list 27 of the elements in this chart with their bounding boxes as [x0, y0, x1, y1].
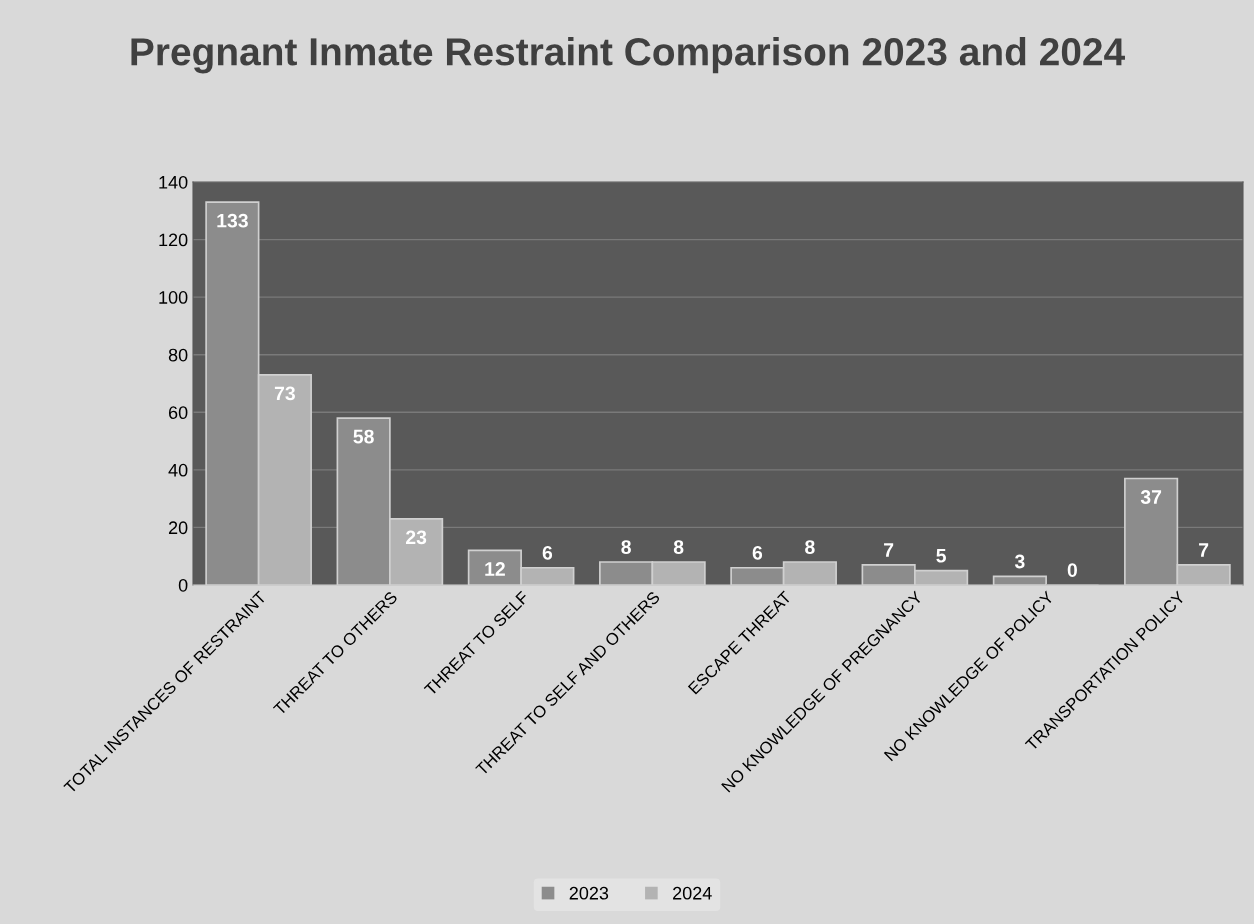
- data-label: 133: [217, 213, 248, 228]
- chart-title: Pregnant Inmate Restraint Comparison 2023 and 2024: [131, 36, 1125, 74]
- y-tick-label: 40: [168, 463, 188, 477]
- data-label: 8: [805, 540, 815, 554]
- data-label: 6: [542, 545, 553, 560]
- data-label: 5: [936, 549, 946, 563]
- y-tick-label: 0: [178, 578, 188, 592]
- y-tick-label: 60: [168, 406, 188, 420]
- data-label: 7: [884, 543, 894, 557]
- y-tick-label: 140: [159, 175, 188, 189]
- data-label: 3: [1014, 554, 1025, 569]
- data-label: 7: [1199, 543, 1209, 557]
- y-tick-label: 100: [159, 291, 188, 304]
- data-label: 0: [1067, 563, 1077, 577]
- data-label: 58: [353, 429, 374, 444]
- data-label: 8: [621, 540, 631, 554]
- y-tick-label: 120: [159, 233, 188, 247]
- data-label: 6: [752, 545, 763, 560]
- data-label: 12: [485, 562, 505, 576]
- data-label: 73: [274, 386, 295, 401]
- data-label: 37: [1140, 490, 1162, 504]
- legend-label: 2023: [569, 886, 609, 900]
- data-label: 23: [405, 530, 427, 545]
- y-tick-label: 20: [168, 521, 188, 535]
- y-tick-label: 80: [168, 348, 188, 362]
- data-label: 8: [673, 540, 684, 554]
- legend-label: 2024: [673, 886, 712, 900]
